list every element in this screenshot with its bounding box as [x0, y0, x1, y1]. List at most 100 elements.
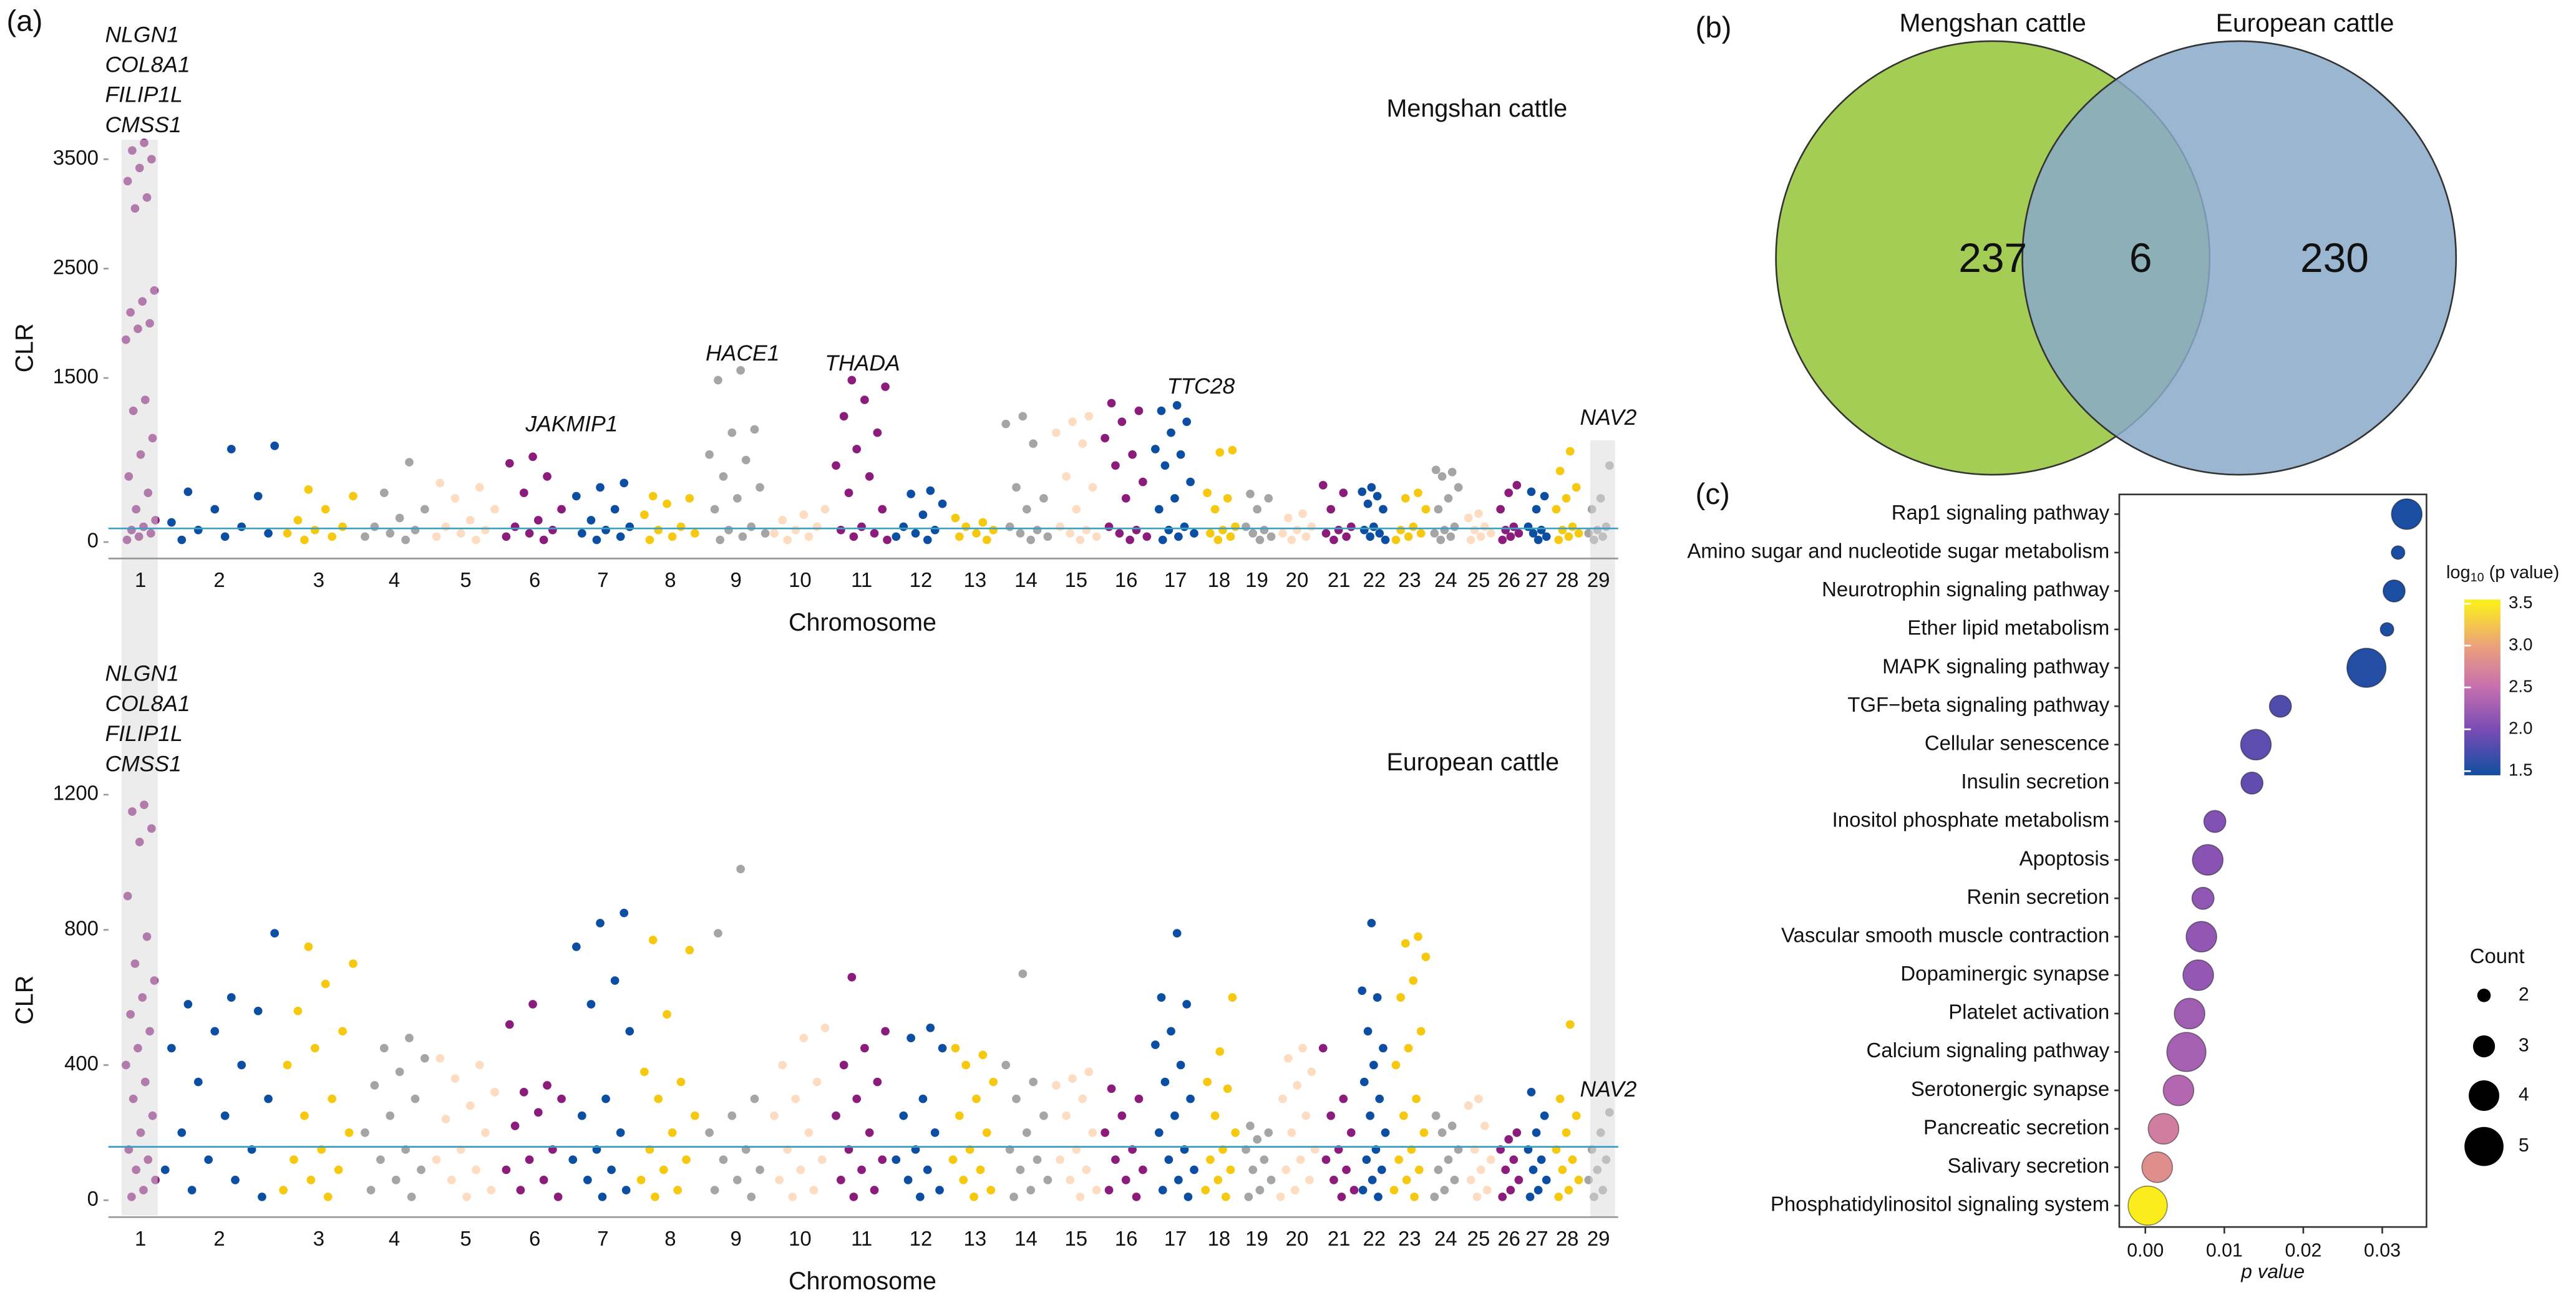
point [1228, 993, 1237, 1002]
colorbar-title: log10 (p value) [2446, 563, 2559, 584]
point [1440, 1186, 1449, 1194]
point [1504, 1135, 1514, 1144]
point [1450, 522, 1459, 531]
point [1151, 445, 1160, 453]
point [1401, 494, 1410, 503]
point [1480, 522, 1489, 531]
point [1117, 417, 1127, 427]
x-tick-label: 18 [1208, 1227, 1231, 1250]
point [432, 1155, 441, 1165]
point [1537, 1155, 1546, 1165]
point [770, 529, 779, 538]
x-tick-label: 13 [964, 568, 987, 591]
point [1527, 487, 1536, 497]
point [799, 1034, 809, 1043]
point [804, 1128, 814, 1137]
x-tick-label: 9 [731, 568, 742, 591]
point [1172, 401, 1182, 410]
point [1363, 1027, 1373, 1036]
venn-set-label: European cattle [2216, 8, 2394, 37]
point [1005, 522, 1014, 531]
point [1298, 509, 1307, 518]
point [1540, 492, 1549, 501]
point [1167, 1027, 1175, 1036]
x-tick-label: 6 [529, 568, 540, 591]
point [1572, 1111, 1581, 1120]
point [1321, 1155, 1331, 1165]
point [1562, 494, 1571, 503]
point [1260, 525, 1269, 535]
point [1401, 939, 1410, 948]
y-tick-label: Vascular smooth muscle contraction [1781, 923, 2109, 946]
y-tick-label: Serotonergic synapse [1911, 1077, 2109, 1100]
point [1266, 1175, 1276, 1184]
point [1246, 490, 1255, 498]
point [1039, 1111, 1048, 1120]
x-tick-label: 8 [664, 568, 676, 591]
highlight-band [121, 139, 158, 1216]
point [1349, 1186, 1359, 1194]
point [727, 1111, 737, 1120]
y-tick-label: 0 [87, 529, 99, 552]
point [519, 488, 528, 497]
point [791, 525, 800, 535]
point [1554, 535, 1563, 545]
point [323, 1192, 333, 1201]
point [986, 1186, 996, 1194]
point [1454, 483, 1463, 492]
point [417, 1165, 425, 1175]
point [849, 1192, 858, 1201]
colorbar-title-part: (p value) [2484, 563, 2560, 583]
gene-annotation: COL8A1 [105, 52, 190, 77]
point [756, 483, 764, 492]
x-tick-label: 12 [910, 568, 933, 591]
point [1062, 1111, 1071, 1120]
point [1414, 932, 1422, 941]
x-tick-label: 27 [1525, 1227, 1548, 1250]
point [405, 458, 414, 467]
panel-label: (c) [1696, 478, 1730, 511]
point [906, 490, 915, 498]
point [865, 472, 874, 481]
point [1375, 1094, 1384, 1103]
point [1399, 1111, 1408, 1120]
point [539, 535, 548, 545]
point [405, 1034, 414, 1043]
x-tick-label: 4 [389, 1227, 400, 1250]
point [923, 1165, 932, 1175]
point [1358, 986, 1367, 996]
point [1255, 535, 1265, 545]
point [860, 395, 869, 404]
point [1482, 1186, 1492, 1194]
point [1301, 532, 1311, 541]
x-tick-label: 26 [1497, 568, 1520, 591]
point [231, 1175, 240, 1184]
point [892, 532, 901, 541]
point [1334, 525, 1343, 535]
point [432, 532, 441, 541]
point [1440, 525, 1449, 535]
x-tick-label: 16 [1115, 1227, 1138, 1250]
point [930, 1128, 940, 1137]
point [183, 1000, 193, 1009]
point [553, 1192, 563, 1201]
x-tick-label: 21 [1328, 568, 1351, 591]
point [391, 1175, 401, 1184]
point [1264, 1128, 1273, 1137]
point [783, 535, 792, 545]
point [1253, 505, 1261, 514]
point [1375, 529, 1384, 538]
panel-title: European cattle [1386, 748, 1559, 776]
point [1437, 472, 1447, 481]
point [1486, 1155, 1495, 1165]
point [1474, 509, 1483, 518]
point [1125, 535, 1134, 545]
x-tick-label: 14 [1014, 1227, 1038, 1250]
point [714, 375, 722, 385]
point [1542, 1175, 1551, 1184]
point [264, 1094, 273, 1103]
point [279, 1186, 288, 1194]
panel-label: (a) [7, 4, 43, 37]
point [926, 486, 935, 495]
point [1160, 461, 1170, 470]
